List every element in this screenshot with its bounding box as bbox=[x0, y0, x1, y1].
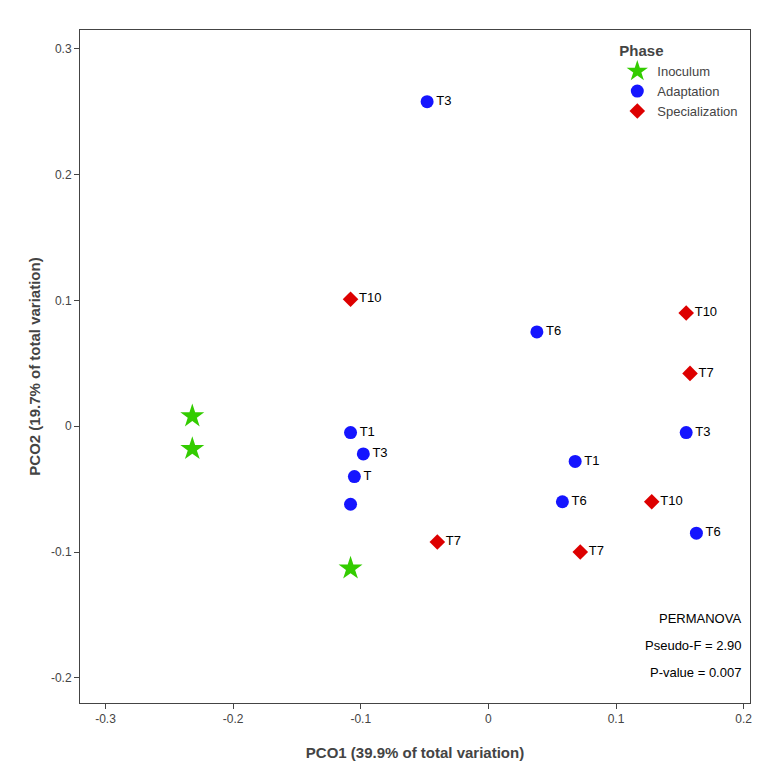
svg-text:T7: T7 bbox=[589, 543, 604, 558]
svg-text:T10: T10 bbox=[660, 493, 682, 508]
svg-text:T3: T3 bbox=[695, 424, 710, 439]
svg-text:T3: T3 bbox=[436, 93, 451, 108]
svg-text:T7: T7 bbox=[699, 365, 714, 380]
svg-text:T6: T6 bbox=[546, 323, 561, 338]
svg-text:Specialization: Specialization bbox=[657, 104, 737, 119]
svg-text:T: T bbox=[364, 468, 372, 483]
svg-text:T1: T1 bbox=[360, 424, 375, 439]
svg-text:-0.2: -0.2 bbox=[51, 671, 72, 685]
svg-text:PCO2 (19.7% of total variation: PCO2 (19.7% of total variation) bbox=[26, 257, 43, 475]
svg-text:T7: T7 bbox=[446, 533, 461, 548]
svg-text:Pseudo-F = 2.90: Pseudo-F = 2.90 bbox=[645, 638, 741, 653]
svg-text:T6: T6 bbox=[706, 524, 721, 539]
svg-text:T6: T6 bbox=[572, 493, 587, 508]
svg-text:Phase: Phase bbox=[619, 42, 663, 59]
svg-text:0.3: 0.3 bbox=[55, 42, 72, 56]
svg-text:0: 0 bbox=[65, 419, 72, 433]
svg-text:T10: T10 bbox=[695, 304, 717, 319]
svg-text:PCO1 (39.9% of total variation: PCO1 (39.9% of total variation) bbox=[306, 744, 524, 761]
svg-text:0.2: 0.2 bbox=[735, 712, 752, 726]
svg-text:0: 0 bbox=[485, 712, 492, 726]
svg-text:Adaptation: Adaptation bbox=[657, 84, 719, 99]
svg-text:-0.1: -0.1 bbox=[350, 712, 371, 726]
svg-text:P-value = 0.007: P-value = 0.007 bbox=[650, 665, 741, 680]
svg-text:T1: T1 bbox=[584, 453, 599, 468]
svg-text:PERMANOVA: PERMANOVA bbox=[659, 611, 741, 626]
svg-text:-0.3: -0.3 bbox=[95, 712, 116, 726]
svg-text:-0.1: -0.1 bbox=[51, 545, 72, 559]
svg-text:-0.2: -0.2 bbox=[223, 712, 244, 726]
svg-text:0.1: 0.1 bbox=[55, 294, 72, 308]
svg-text:0.1: 0.1 bbox=[608, 712, 625, 726]
svg-text:0.2: 0.2 bbox=[55, 168, 72, 182]
svg-text:T3: T3 bbox=[372, 445, 387, 460]
svg-text:T10: T10 bbox=[359, 290, 381, 305]
svg-text:Inoculum: Inoculum bbox=[657, 64, 710, 79]
